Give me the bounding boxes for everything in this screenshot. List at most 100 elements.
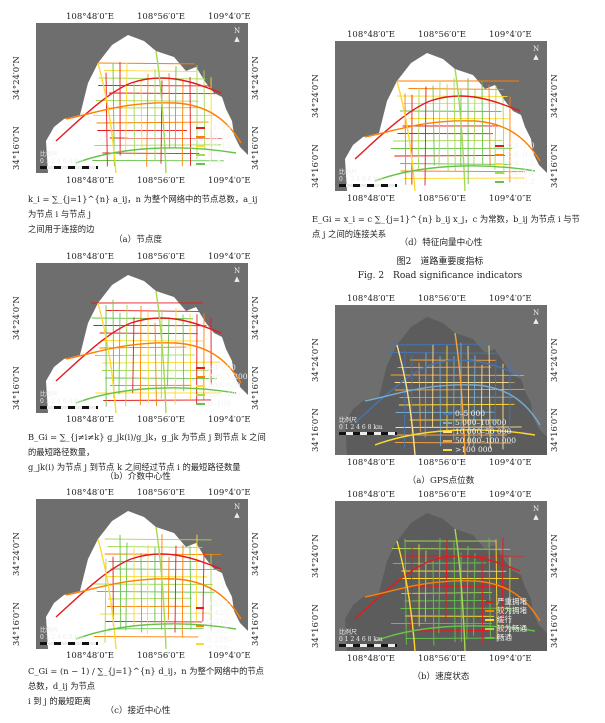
arterial-road	[155, 290, 167, 413]
road-segment	[132, 317, 135, 393]
road-segment	[103, 399, 212, 401]
road-segment	[125, 304, 128, 407]
legend-label: 0.4–0.6	[507, 159, 535, 168]
legend-item: 100–400	[196, 390, 248, 399]
north-label: N	[532, 309, 540, 317]
road-segment	[466, 545, 469, 640]
legend-item: 0.289–0.318	[196, 635, 248, 649]
legend-item: 0.352–0.427	[196, 599, 248, 617]
caption: （d）特征向量中心性	[399, 238, 483, 248]
legend-label: 21–26	[208, 123, 231, 132]
scale-title: 比例尺	[339, 169, 358, 176]
road-segment	[494, 359, 497, 440]
lat-label-left: 34°16′0″N	[311, 604, 321, 648]
lat-label-left: 34°24′0″N	[311, 534, 321, 578]
scale-bar: 比例尺 0 1 2 4 6 8 km	[40, 389, 98, 409]
lat-label-left: 34°24′0″N	[311, 74, 321, 118]
lon-label-bottom: 108°48′0″E	[66, 176, 115, 186]
road-segments	[55, 290, 242, 413]
lat-label-right: 34°24′0″N	[251, 296, 261, 340]
lat-label-right: 34°16′0″N	[251, 366, 261, 410]
lat-label-left: 34°16′0″N	[12, 602, 22, 646]
legend-swatch	[495, 144, 504, 147]
legend-swatch	[443, 412, 452, 415]
figure-title-en: Fig. 2 Road significance indicators	[357, 271, 523, 281]
legend-label: 800–1 200	[208, 372, 248, 381]
lat-label-right: 34°24′0″N	[550, 534, 560, 578]
legend-label: 缓行	[497, 615, 512, 624]
formula-line: g_jk(i) 为节点 j 到节点 k 之间经过节点 i 的最短路径数量	[28, 462, 241, 472]
lon-label-top: 109°4′0″E	[208, 488, 251, 498]
caption: （a）节点度	[113, 235, 163, 245]
north-arrow-glyph: ▲	[234, 511, 240, 519]
lon-label-top: 108°56′0″E	[137, 488, 186, 498]
legend-swatch	[443, 448, 452, 451]
lat-label-right: 34°16′0″N	[550, 144, 560, 188]
road-segment	[100, 340, 203, 342]
road-segment	[404, 538, 407, 645]
road-segment	[401, 592, 493, 594]
north-arrow-icon: N ▲	[531, 45, 541, 61]
arterial-road	[374, 625, 536, 642]
road-network-map	[345, 53, 547, 191]
arterial-road	[396, 344, 416, 455]
legend-item: 0–100	[196, 399, 248, 408]
road-segment	[146, 73, 149, 167]
lon-label-bottom: 108°48′0″E	[66, 651, 115, 661]
legend-swatch	[443, 421, 452, 424]
road-segment	[494, 85, 497, 170]
legend-label: 10–15	[208, 141, 231, 150]
scale-title: 比例尺	[40, 627, 59, 634]
road-segments	[55, 526, 242, 649]
legend-label: 6–9	[208, 150, 222, 159]
legend-swatch	[196, 384, 205, 387]
formula-line: 之间用于连接的边	[28, 224, 95, 234]
road-segments	[354, 68, 541, 191]
lat-label-left: 34°16′0″N	[12, 126, 22, 170]
legend-item: 800–1 200	[196, 372, 248, 381]
legend-swatch	[495, 153, 504, 156]
arterial-road	[354, 359, 521, 424]
north-arrow-glyph: ▲	[234, 35, 240, 43]
lat-label-left: 34°24′0″N	[311, 338, 321, 382]
lon-label-top: 108°48′0″E	[347, 490, 396, 500]
legend-item: 0.8–1.0	[495, 141, 535, 150]
caption: （b）速度状态	[412, 672, 470, 682]
lat-label-left: 34°16′0″N	[311, 144, 321, 188]
legend-swatch	[495, 171, 504, 174]
legend-swatch	[485, 636, 494, 639]
arterial-road	[454, 68, 466, 191]
legend-item: 严重拥堵	[485, 597, 527, 606]
scale-title: 比例尺	[339, 629, 358, 636]
road-segment	[118, 312, 121, 395]
legend-item: >1 200	[196, 363, 248, 372]
lon-label-bottom: 109°4′0″E	[208, 415, 251, 425]
legend-label: 0.6–0.8	[507, 150, 535, 159]
figure-title-cn: 图2 道路重要度指标	[396, 257, 484, 267]
legend-swatch	[196, 144, 205, 147]
legend-label: 5 000–10 000	[455, 418, 507, 427]
road-segment	[181, 544, 184, 638]
road-segment	[488, 84, 491, 166]
arterial-road	[374, 165, 536, 182]
legend-label: 0–5 000	[455, 409, 485, 418]
legend-swatch	[443, 430, 452, 433]
legend-label: 100–400	[208, 390, 241, 399]
legend-label: 50 000–100 000	[455, 436, 517, 445]
legend-swatch	[495, 162, 504, 165]
lat-label-left: 34°24′0″N	[12, 296, 22, 340]
legend-item: 16–20	[196, 132, 231, 141]
road-segment	[390, 352, 508, 354]
legend-swatch	[196, 366, 205, 369]
scale-bar: 比例尺 0 1 2 4 6 8 km	[339, 627, 397, 647]
lat-label-right: 34°16′0″N	[550, 408, 560, 452]
legend-swatch	[495, 180, 504, 183]
lat-label-left: 34°16′0″N	[12, 366, 22, 410]
north-arrow-glyph: ▲	[533, 513, 539, 521]
lat-label-left: 34°16′0″N	[311, 408, 321, 452]
arterial-road	[55, 553, 222, 618]
legend-label: 严重拥堵	[497, 597, 527, 606]
legend-swatch	[196, 135, 205, 138]
lon-label-top: 108°56′0″E	[137, 252, 186, 262]
lon-label-bottom: 109°4′0″E	[489, 194, 532, 204]
